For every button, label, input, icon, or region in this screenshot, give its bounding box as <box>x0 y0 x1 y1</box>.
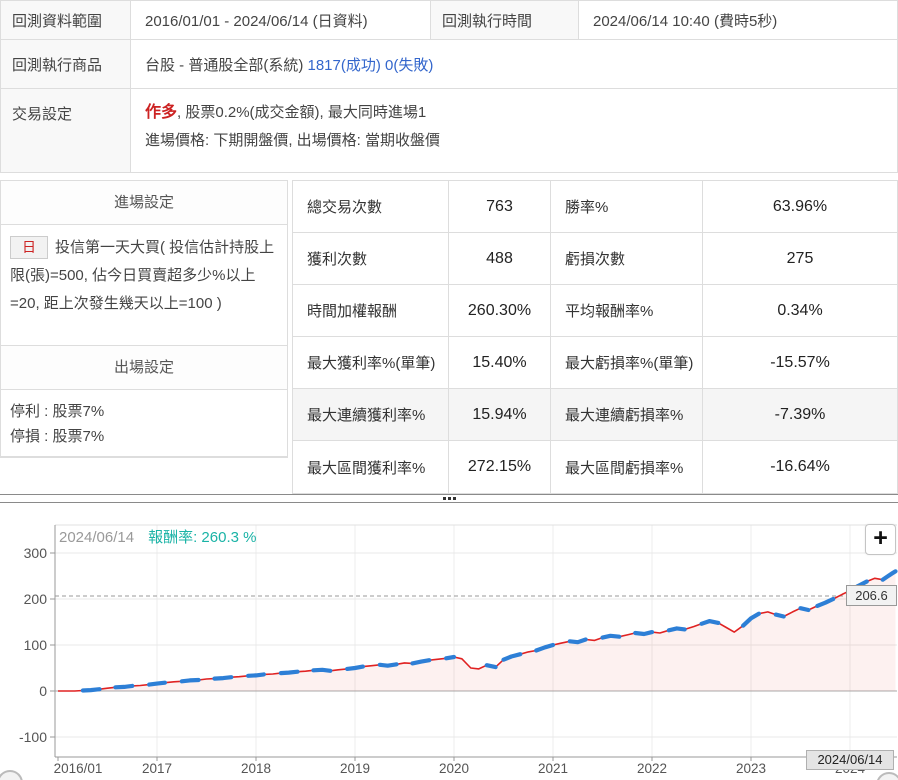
stat-value: 15.94% <box>449 389 551 440</box>
stat-value: 488 <box>449 233 551 284</box>
exec-time-label: 回測執行時間 <box>431 1 579 39</box>
svg-text:200: 200 <box>24 591 48 607</box>
stat-label: 最大區間虧損率% <box>551 441 703 493</box>
stop-loss-text: 停損 : 股票7% <box>10 428 105 445</box>
trade-settings-label: 交易設定 <box>1 89 131 172</box>
stat-value: 63.96% <box>772 197 828 215</box>
stat-label: 最大連續虧損率% <box>551 389 703 440</box>
table-row: 時間加權報酬 260.30% 平均報酬率% 0.34% <box>293 285 897 337</box>
info-row-range: 回測資料範圍 2016/01/01 - 2024/06/14 (日資料) 回測執… <box>1 1 897 40</box>
stat-label: 最大區間獲利率% <box>293 441 449 493</box>
stat-label: 最大獲利率%(單筆) <box>293 337 449 388</box>
table-row: 總交易次數 763 勝率% 63.96% <box>293 181 897 233</box>
backtest-info-table: 回測資料範圍 2016/01/01 - 2024/06/14 (日資料) 回測執… <box>0 0 898 173</box>
chart-canvas[interactable]: 300 200 100 0 -100 2016/01 2017 2018 2019 2020 202… <box>0 505 898 780</box>
splitter-dots-icon <box>442 497 456 500</box>
trade-settings-line1: 作多, 股票0.2%(成交金額), 最大同時進場1 <box>145 99 440 127</box>
stat-value: 275 <box>786 249 814 267</box>
strategy-settings-panel: 進場設定 日投信第一天大買( 投信估計持股上限(張)=500, 佔今日買賣超多少… <box>0 180 288 458</box>
table-row: 獲利次數 488 虧損次數 275 <box>293 233 897 285</box>
svg-text:0: 0 <box>39 683 47 699</box>
svg-text:2016/01: 2016/01 <box>54 761 103 776</box>
svg-text:2022: 2022 <box>637 761 667 776</box>
chart-tooltip-return: 報酬率: 260.3 % <box>148 529 257 546</box>
stat-value: 272.15% <box>449 441 551 493</box>
trade-costs: , 股票0.2%(成交金額), 最大同時進場1 <box>177 104 427 121</box>
exit-settings-header: 出場設定 <box>1 346 287 390</box>
splitter-handle[interactable] <box>0 494 898 503</box>
exec-time-value: 2024/06/14 10:40 (費時5秒) <box>593 12 778 30</box>
reference-value-label: 206.6 <box>846 585 897 606</box>
day-frequency-badge: 日 <box>10 236 48 259</box>
trade-direction: 作多 <box>145 104 178 121</box>
stat-value: -16.64% <box>770 458 830 475</box>
stat-value: 763 <box>449 181 551 232</box>
svg-text:2018: 2018 <box>241 761 271 776</box>
chart-tooltip: 2024/06/14 報酬率: 260.3 % <box>59 526 256 547</box>
trade-settings-value: 作多, 股票0.2%(成交金額), 最大同時進場1 進場價格: 下期開盤價, 出… <box>131 89 440 172</box>
product-label: 回測執行商品 <box>1 40 131 88</box>
equity-curve-chart: 300 200 100 0 -100 2016/01 2017 2018 2019 2020 202… <box>0 505 898 780</box>
backtest-range-label: 回測資料範圍 <box>1 1 131 39</box>
stat-label: 最大連續獲利率% <box>293 389 449 440</box>
stat-value: 15.40% <box>449 337 551 388</box>
product-value: 台股 - 普通股全部(系統) 1817(成功) 0(失敗) <box>131 40 897 88</box>
table-row: 最大區間獲利率% 272.15% 最大區間虧損率% -16.64% <box>293 441 897 493</box>
backtest-range-value: 2016/01/01 - 2024/06/14 (日資料) <box>131 1 431 39</box>
exit-condition: 停利 : 股票7% 停損 : 股票7% <box>1 390 287 457</box>
table-row: 最大獲利率%(單筆) 15.40% 最大虧損率%(單筆) -15.57% <box>293 337 897 389</box>
entry-condition-text: 投信第一天大買( 投信估計持股上限(張)=500, 佔今日買賣超多少%以上=20… <box>10 239 275 312</box>
table-row: 最大連續獲利率% 15.94% 最大連續虧損率% -7.39% <box>293 389 897 441</box>
svg-text:2019: 2019 <box>340 761 370 776</box>
stat-label: 平均報酬率% <box>551 285 703 336</box>
take-profit-text: 停利 : 股票7% <box>10 403 105 420</box>
backtest-stats-table: 總交易次數 763 勝率% 63.96% 獲利次數 488 虧損次數 275 時… <box>292 180 898 494</box>
x-axis-end-date-label: 2024/06/14 <box>806 750 894 770</box>
product-success-count: 1817(成功) <box>307 56 381 74</box>
product-name: 台股 - 普通股全部(系統) <box>145 56 304 74</box>
svg-text:2023: 2023 <box>736 761 766 776</box>
svg-text:2021: 2021 <box>538 761 568 776</box>
stat-value: -7.39% <box>774 405 826 423</box>
svg-text:-100: -100 <box>19 729 47 745</box>
info-row-trade-settings: 交易設定 作多, 股票0.2%(成交金額), 最大同時進場1 進場價格: 下期開… <box>1 89 897 173</box>
stat-label: 獲利次數 <box>293 233 449 284</box>
svg-text:300: 300 <box>24 545 48 561</box>
svg-text:2020: 2020 <box>439 761 469 776</box>
stat-value: 0.34% <box>777 301 823 319</box>
svg-text:100: 100 <box>24 637 48 653</box>
stat-label: 總交易次數 <box>293 181 449 232</box>
svg-text:2017: 2017 <box>142 761 172 776</box>
stat-value: -15.57% <box>770 353 830 371</box>
stat-label: 時間加權報酬 <box>293 285 449 336</box>
stat-value: 260.30% <box>449 285 551 336</box>
info-row-product: 回測執行商品 台股 - 普通股全部(系統) 1817(成功) 0(失敗) <box>1 40 897 89</box>
entry-settings-header: 進場設定 <box>1 181 287 225</box>
chart-zoom-in-button[interactable]: + <box>865 524 896 555</box>
product-fail-count: 0(失敗) <box>385 56 434 74</box>
stat-label: 勝率% <box>551 181 703 232</box>
trade-settings-line2: 進場價格: 下期開盤價, 出場價格: 當期收盤價 <box>145 132 441 149</box>
stat-label: 最大虧損率%(單筆) <box>551 337 703 388</box>
entry-condition: 日投信第一天大買( 投信估計持股上限(張)=500, 佔今日買賣超多少%以上=2… <box>1 225 287 346</box>
stat-label: 虧損次數 <box>551 233 703 284</box>
chart-tooltip-date: 2024/06/14 <box>59 529 135 546</box>
